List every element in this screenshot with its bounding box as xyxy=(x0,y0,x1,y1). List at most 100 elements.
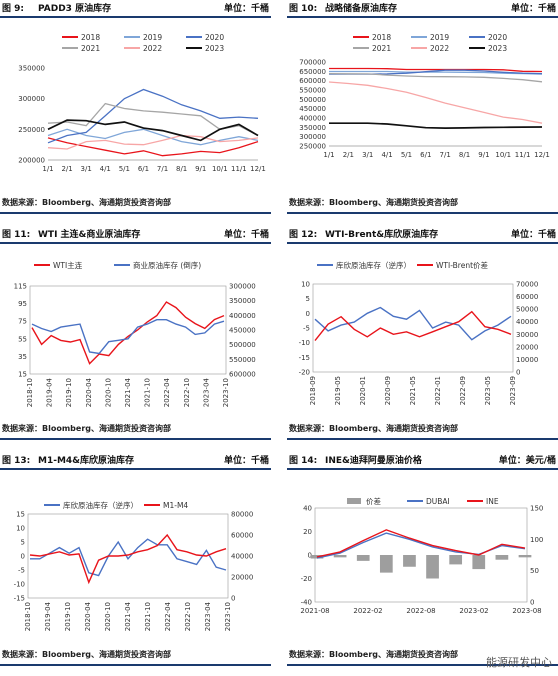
y-left-tick-label: 0 xyxy=(21,553,25,561)
series-line xyxy=(316,529,526,558)
y-left-tick-label: 10 xyxy=(16,525,25,533)
series-line xyxy=(328,72,543,83)
y-right-tick-label: 60000 xyxy=(231,532,253,540)
legend-label: 商业原油库存 (倒序) xyxy=(133,260,201,270)
figure-number: 图 12: xyxy=(289,230,318,240)
y-right-tick-label: 500000 xyxy=(229,341,256,349)
figure-title: PADD3 原油库存 xyxy=(38,4,112,14)
figure-number: 图 13: xyxy=(2,456,31,466)
x-tick-label: 4/1 xyxy=(381,151,392,159)
y-tick-label: 300000 xyxy=(18,95,45,103)
x-tick-label: 2020-10 xyxy=(104,602,112,631)
series-line xyxy=(316,532,526,559)
y-left-tick-label: -10 xyxy=(14,581,25,589)
y-tick-label: 200000 xyxy=(18,157,45,165)
source-note: 数据来源：Bloomberg、海通期货投资咨询部 xyxy=(289,424,458,433)
chart-ine-dubai: 价差 DUBAI INE 40 20 0 -20 -40 150 100 50 0 2021-08 202… xyxy=(300,496,543,615)
legend-label: WTI主连 xyxy=(53,260,83,270)
y-right-tick-label: 50 xyxy=(530,567,539,575)
figure-unit: 单位：千桶 xyxy=(223,456,269,466)
y-right-tick-label: 40000 xyxy=(231,553,253,561)
y-right-tick-label: 30000 xyxy=(516,331,538,339)
figure-unit: 单位：千桶 xyxy=(223,4,269,14)
legend-label: 2023 xyxy=(205,44,224,53)
x-tick-label: 12/1 xyxy=(534,151,550,159)
x-tick-label: 2021-10 xyxy=(144,602,152,631)
x-tick-label: 2018-09 xyxy=(309,376,317,405)
x-tick-label: 2023-08 xyxy=(512,607,541,615)
series-line xyxy=(328,81,543,124)
series-bar xyxy=(449,555,463,565)
y-tick-label: 650000 xyxy=(299,68,326,76)
x-tick-label: 2019-04 xyxy=(44,601,52,631)
y-left-tick-label: 20 xyxy=(303,528,312,536)
x-tick-label: 2021-08 xyxy=(300,607,329,615)
legend-label: DUBAI xyxy=(426,497,450,506)
y-right-tick-label: 60000 xyxy=(516,293,538,301)
chart-spr: 2018 2019 2020 2021 2022 2023 7000006500006000… xyxy=(299,33,550,159)
x-tick-label: 2023-10 xyxy=(222,378,230,407)
x-tick-label: 2022-01 xyxy=(434,376,442,405)
x-tick-label: 2021-05 xyxy=(409,376,417,405)
source-note: 数据来源：Bloomberg、海通期货投资咨询部 xyxy=(2,198,171,207)
y-right-tick-label: 300000 xyxy=(229,283,256,291)
y-right-tick-label: 70000 xyxy=(516,281,538,289)
legend-label: 2020 xyxy=(205,33,224,42)
x-tick-label: 2020-01 xyxy=(359,376,367,405)
legend-label: 2019 xyxy=(143,33,162,42)
x-tick-label: 11/1 xyxy=(515,151,531,159)
y-right-tick-label: 600000 xyxy=(229,371,256,379)
x-tick-label: 12/1 xyxy=(250,165,266,173)
divider xyxy=(287,664,558,666)
x-tick-label: 2023-04 xyxy=(204,601,212,631)
y-left-tick-label: -20 xyxy=(301,575,312,583)
chart-wti-inventory: WTI主连 商业原油库存 (倒序) 115 95 75 55 35 15 300000 35000… xyxy=(14,260,256,407)
divider xyxy=(0,212,271,214)
figure-number: 图 14: xyxy=(289,456,318,466)
x-tick-label: 9/1 xyxy=(195,165,206,173)
legend-label: 2020 xyxy=(488,33,507,42)
x-tick-label: 2018-10 xyxy=(24,602,32,631)
plot-frame xyxy=(314,507,528,603)
chart-m1m4: 库欣原油库存（逆序） M1-M4 15 10 5 0 -5 -10 -15 80000 60000 4… xyxy=(14,500,254,631)
y-left-tick-label: 5 xyxy=(306,295,310,303)
divider xyxy=(287,438,558,440)
x-tick-label: 2019-05 xyxy=(334,376,342,405)
x-tick-label: 2020-04 xyxy=(85,377,93,407)
y-left-tick-label: 5 xyxy=(21,539,25,547)
x-tick-label: 2022-04 xyxy=(164,601,172,631)
figure-number: 图 9: xyxy=(2,4,24,14)
legend-label: 2018 xyxy=(81,33,100,42)
panel-fig10: 图 10: 战略储备原油库存 单位：千桶 2018 2019 2020 2021 202… xyxy=(287,0,558,224)
chart-wti-brent: 库欣原油库存（逆序） WTI-Brent价差 10 5 0 -5 -10 -15 -20 7000… xyxy=(299,260,539,405)
figure-unit: 单位：美元/桶 xyxy=(498,456,556,466)
figure-unit: 单位：千桶 xyxy=(510,230,556,240)
figure-title: 战略储备原油库存 xyxy=(325,4,398,14)
divider xyxy=(0,664,271,666)
series-line xyxy=(47,137,259,157)
y-left-tick-label: 15 xyxy=(18,371,27,379)
y-tick-label: 350000 xyxy=(299,124,326,132)
x-tick-label: 6/1 xyxy=(138,165,149,173)
y-tick-label: 600000 xyxy=(299,77,326,85)
x-tick-label: 2023-02 xyxy=(459,607,488,615)
legend-label: 2021 xyxy=(372,44,391,53)
series-bar xyxy=(426,555,439,579)
x-tick-label: 7/1 xyxy=(157,165,168,173)
panel-header: 图 11: WTI 主连&商业原油库存 单位：千桶 xyxy=(0,226,271,244)
x-tick-label: 2023-05 xyxy=(484,376,492,405)
series-line xyxy=(30,538,227,577)
x-tick-label: 10/1 xyxy=(495,151,511,159)
x-tick-label: 2021-04 xyxy=(124,377,132,407)
y-right-tick-label: 550000 xyxy=(229,356,256,364)
y-right-tick-label: 0 xyxy=(231,595,235,603)
series-line xyxy=(47,128,259,146)
series-bar xyxy=(333,555,347,558)
series-line xyxy=(47,102,259,137)
series-line xyxy=(329,70,543,75)
x-tick-label: 3/1 xyxy=(81,165,92,173)
x-tick-label: 2018-10 xyxy=(26,378,34,407)
y-left-tick-label: -5 xyxy=(303,325,310,333)
legend-label: 2022 xyxy=(430,44,449,53)
x-tick-label: 2023-09 xyxy=(509,376,517,405)
